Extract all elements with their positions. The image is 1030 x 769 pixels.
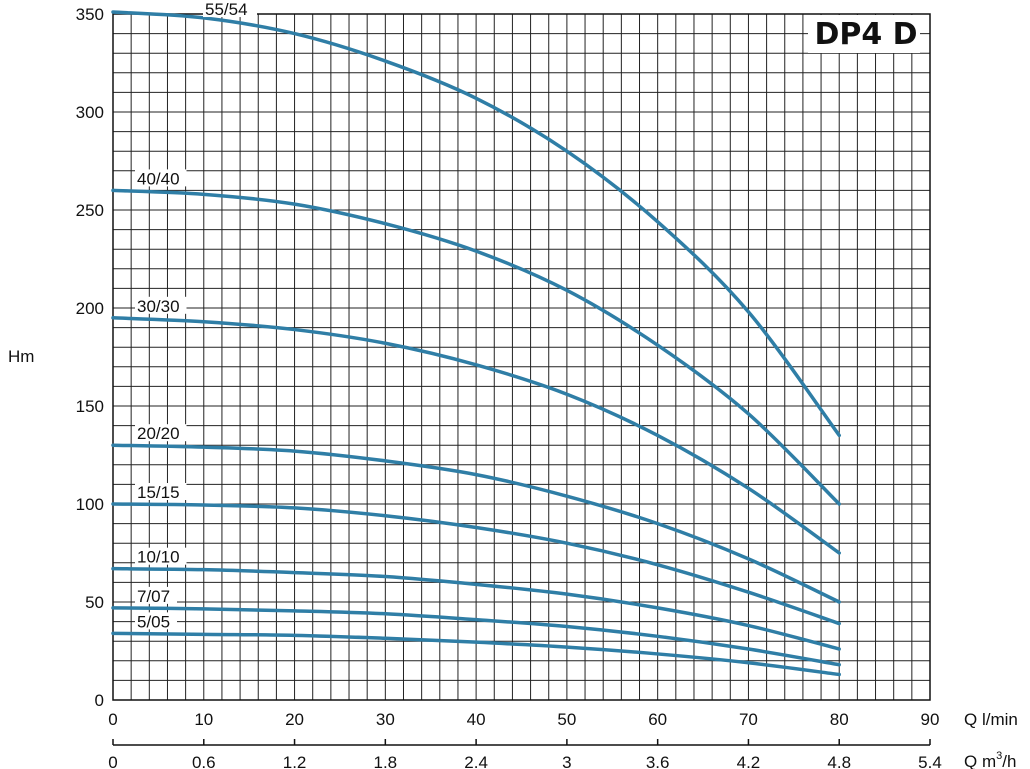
curve-label-7-07: 7/07 — [137, 587, 170, 606]
x2-axis-label-prefix: Q m — [964, 752, 996, 769]
x2-tick-label: 0 — [108, 753, 117, 769]
y-tick-label: 250 — [76, 201, 104, 220]
x-tick-label: 20 — [285, 710, 304, 729]
x-axis-label: Q l/min — [964, 710, 1018, 729]
x2-tick-label: 5.4 — [918, 753, 942, 769]
x-tick-label: 80 — [830, 710, 849, 729]
curve-label-background — [135, 169, 187, 187]
y-tick-label: 100 — [76, 495, 104, 514]
curve-label-background — [135, 586, 177, 604]
x-tick-label: 70 — [739, 710, 758, 729]
plot-border — [112, 13, 931, 701]
x-tick-label: 40 — [467, 710, 486, 729]
y-axis-label: Hm — [8, 347, 34, 366]
x-axis-ticks: 0 10 20 30 40 50 60 70 80 90 — [108, 710, 939, 729]
curve-20-20 — [111, 443, 841, 604]
curve-7-07 — [111, 606, 841, 667]
x2-axis-label: Q m3/h — [964, 750, 1016, 769]
x2-tick-label: 4.2 — [737, 753, 761, 769]
x2-tick-label: 2.4 — [464, 753, 488, 769]
chart-title: DP4 D — [814, 17, 917, 52]
x2-tick-label: 3.6 — [646, 753, 670, 769]
plot-frame — [112, 13, 931, 701]
grid — [112, 13, 931, 701]
curve-labels: 55/54 40/40 30/30 20/20 15/15 10/10 7/07 5/05 — [135, 0, 257, 631]
x-tick-label: 60 — [648, 710, 667, 729]
x2-tick-label: 1.8 — [374, 753, 398, 769]
y-tick-label: 350 — [76, 5, 104, 24]
curve-label-10-10: 10/10 — [137, 548, 180, 567]
curve-55-54 — [111, 10, 841, 438]
x-tick-label: 0 — [108, 710, 117, 729]
title-background — [808, 15, 920, 53]
x-tick-label: 90 — [921, 710, 940, 729]
x-tick-label: 50 — [557, 710, 576, 729]
x-tick-label: 30 — [376, 710, 395, 729]
y-tick-label: 150 — [76, 397, 104, 416]
curves — [111, 10, 841, 677]
curve-label-15-15: 15/15 — [137, 483, 180, 502]
curve-label-20-20: 20/20 — [137, 424, 180, 443]
y-tick-label: 200 — [76, 299, 104, 318]
curve-label-background — [135, 424, 187, 442]
x2-tick-label: 1.2 — [283, 753, 307, 769]
curve-label-background — [203, 0, 257, 18]
curve-label-5-05: 5/05 — [137, 612, 170, 631]
x2-axis-label-sup: 3 — [996, 750, 1002, 762]
secondary-x-axis: 0 0.6 1.2 1.8 2.4 3 3.6 4.2 4.8 5.4 — [108, 739, 942, 769]
curve-label-background — [135, 483, 187, 500]
y-tick-label: 0 — [95, 691, 104, 710]
curve-label-30-30: 30/30 — [137, 297, 180, 316]
curve-30-30 — [111, 316, 841, 555]
x2-tick-label: 0.6 — [192, 753, 216, 769]
y-tick-label: 50 — [85, 593, 104, 612]
x2-tick-label: 4.8 — [827, 753, 851, 769]
curve-5-05 — [111, 631, 841, 677]
curve-label-background — [135, 612, 177, 630]
y-tick-label: 300 — [76, 103, 104, 122]
x2-tick-label: 3 — [562, 753, 571, 769]
curve-label-background — [135, 547, 187, 565]
x2-axis-label-suffix: /h — [1002, 752, 1016, 769]
curve-label-background — [135, 296, 187, 314]
curve-40-40 — [111, 188, 841, 506]
curve-10-10 — [111, 566, 841, 651]
curve-label-40-40: 40/40 — [137, 169, 180, 188]
curve-15-15 — [111, 502, 841, 626]
y-axis-ticks: 0 50 100 150 200 250 300 350 — [76, 5, 104, 710]
curve-label-55-54: 55/54 — [205, 0, 248, 19]
x-tick-label: 10 — [194, 710, 213, 729]
